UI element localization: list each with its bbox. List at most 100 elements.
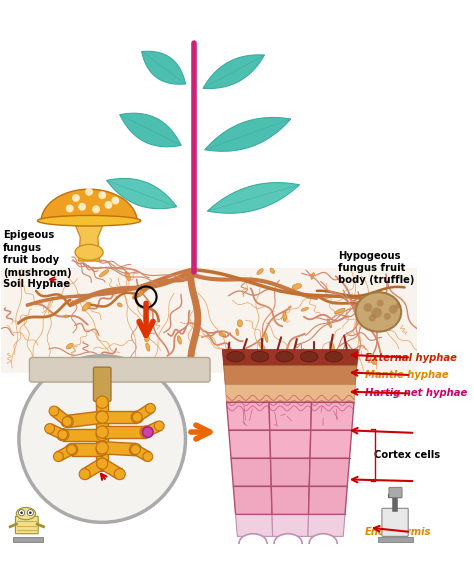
Ellipse shape bbox=[258, 342, 265, 350]
Circle shape bbox=[96, 411, 109, 423]
Circle shape bbox=[141, 427, 151, 437]
Ellipse shape bbox=[251, 351, 269, 362]
Polygon shape bbox=[225, 385, 356, 402]
Polygon shape bbox=[75, 206, 103, 261]
Text: Mantle hyphae: Mantle hyphae bbox=[365, 370, 449, 380]
Circle shape bbox=[383, 313, 391, 320]
Polygon shape bbox=[107, 179, 177, 209]
Circle shape bbox=[369, 314, 376, 321]
Text: Hartig net hyphae: Hartig net hyphae bbox=[365, 389, 467, 398]
Polygon shape bbox=[205, 118, 291, 151]
Ellipse shape bbox=[99, 270, 109, 277]
Polygon shape bbox=[96, 402, 109, 465]
Polygon shape bbox=[72, 444, 102, 456]
Circle shape bbox=[27, 510, 33, 516]
Circle shape bbox=[364, 303, 372, 312]
Circle shape bbox=[131, 411, 144, 423]
Ellipse shape bbox=[146, 364, 151, 369]
Polygon shape bbox=[309, 487, 347, 514]
Circle shape bbox=[111, 197, 119, 205]
Circle shape bbox=[146, 404, 155, 414]
Circle shape bbox=[45, 423, 55, 433]
Ellipse shape bbox=[55, 369, 67, 372]
Polygon shape bbox=[222, 350, 358, 513]
Polygon shape bbox=[203, 55, 264, 89]
Text: Epigeous
fungus
fruit body
(mushroom): Epigeous fungus fruit body (mushroom) bbox=[3, 230, 72, 278]
Polygon shape bbox=[310, 430, 352, 458]
Text: Long root: Long root bbox=[75, 360, 129, 369]
Circle shape bbox=[92, 205, 100, 213]
Ellipse shape bbox=[145, 336, 149, 342]
Ellipse shape bbox=[118, 303, 122, 307]
Circle shape bbox=[104, 201, 112, 209]
Circle shape bbox=[67, 445, 76, 455]
Polygon shape bbox=[272, 514, 309, 536]
Ellipse shape bbox=[283, 311, 286, 321]
Polygon shape bbox=[51, 407, 70, 425]
Ellipse shape bbox=[372, 359, 376, 365]
Polygon shape bbox=[120, 113, 181, 147]
Polygon shape bbox=[222, 350, 358, 365]
Ellipse shape bbox=[329, 342, 335, 353]
Polygon shape bbox=[308, 514, 345, 536]
Circle shape bbox=[96, 429, 109, 441]
FancyBboxPatch shape bbox=[389, 487, 402, 498]
Ellipse shape bbox=[327, 319, 332, 328]
Polygon shape bbox=[63, 429, 102, 441]
Circle shape bbox=[49, 406, 59, 416]
Polygon shape bbox=[270, 430, 311, 458]
Circle shape bbox=[96, 444, 109, 456]
Ellipse shape bbox=[64, 315, 69, 318]
Polygon shape bbox=[38, 189, 140, 223]
Circle shape bbox=[54, 452, 64, 462]
FancyBboxPatch shape bbox=[29, 357, 210, 382]
Circle shape bbox=[29, 512, 32, 514]
Ellipse shape bbox=[125, 271, 130, 281]
Circle shape bbox=[131, 445, 140, 455]
FancyBboxPatch shape bbox=[16, 516, 38, 534]
Circle shape bbox=[395, 303, 401, 309]
Text: Endodermis: Endodermis bbox=[365, 527, 432, 537]
Ellipse shape bbox=[301, 307, 309, 311]
Circle shape bbox=[97, 458, 108, 469]
Circle shape bbox=[79, 469, 90, 480]
Circle shape bbox=[377, 300, 383, 307]
Circle shape bbox=[20, 512, 23, 514]
Polygon shape bbox=[82, 459, 105, 479]
Circle shape bbox=[96, 442, 109, 454]
Ellipse shape bbox=[311, 273, 314, 280]
Circle shape bbox=[98, 191, 106, 200]
Ellipse shape bbox=[309, 534, 337, 553]
FancyBboxPatch shape bbox=[93, 367, 111, 401]
Circle shape bbox=[65, 444, 78, 456]
Circle shape bbox=[96, 411, 109, 423]
Circle shape bbox=[19, 356, 185, 523]
Ellipse shape bbox=[138, 291, 144, 296]
Ellipse shape bbox=[292, 284, 301, 289]
Polygon shape bbox=[142, 51, 185, 84]
Circle shape bbox=[58, 430, 68, 440]
Circle shape bbox=[155, 421, 164, 431]
Circle shape bbox=[66, 205, 74, 212]
Text: Short root: Short root bbox=[82, 478, 140, 488]
Ellipse shape bbox=[75, 244, 103, 260]
Ellipse shape bbox=[264, 332, 268, 342]
Bar bbox=[378, 537, 413, 542]
Polygon shape bbox=[47, 424, 65, 439]
Polygon shape bbox=[271, 458, 310, 487]
Ellipse shape bbox=[82, 302, 91, 311]
Ellipse shape bbox=[143, 362, 149, 372]
Polygon shape bbox=[102, 426, 146, 438]
Ellipse shape bbox=[109, 365, 115, 372]
Ellipse shape bbox=[219, 333, 226, 336]
Polygon shape bbox=[269, 402, 311, 430]
Circle shape bbox=[18, 510, 25, 516]
Polygon shape bbox=[133, 445, 150, 461]
Ellipse shape bbox=[274, 534, 302, 553]
Polygon shape bbox=[233, 487, 272, 514]
Circle shape bbox=[56, 429, 69, 441]
Circle shape bbox=[78, 203, 86, 211]
Polygon shape bbox=[227, 402, 270, 430]
Ellipse shape bbox=[356, 292, 401, 332]
Circle shape bbox=[129, 444, 142, 456]
